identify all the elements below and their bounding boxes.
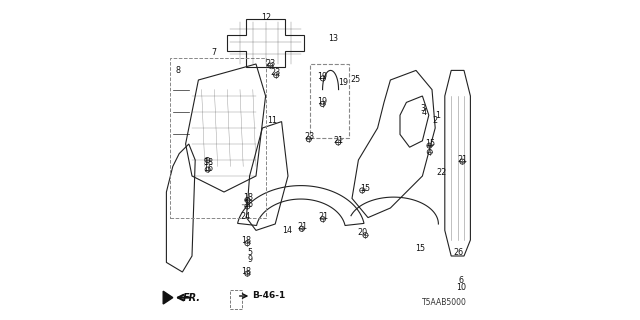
Text: 2: 2 bbox=[432, 116, 437, 124]
Text: 3: 3 bbox=[420, 104, 426, 113]
Text: 11: 11 bbox=[267, 116, 276, 125]
Text: 6: 6 bbox=[459, 276, 464, 285]
Text: 13: 13 bbox=[328, 34, 339, 43]
Text: 16: 16 bbox=[243, 200, 253, 209]
Text: 24: 24 bbox=[240, 212, 250, 221]
Text: 21: 21 bbox=[458, 155, 468, 164]
Text: 1: 1 bbox=[435, 111, 440, 120]
Text: 14: 14 bbox=[282, 226, 292, 235]
Text: 23: 23 bbox=[304, 132, 314, 141]
Text: 22: 22 bbox=[436, 168, 447, 177]
Text: 25: 25 bbox=[350, 75, 360, 84]
Text: 19: 19 bbox=[317, 97, 328, 106]
Text: 18: 18 bbox=[203, 158, 213, 167]
Text: 12: 12 bbox=[261, 13, 271, 22]
Text: 15: 15 bbox=[415, 244, 425, 253]
Text: 18: 18 bbox=[241, 236, 252, 245]
Text: 23: 23 bbox=[265, 59, 275, 68]
Text: 18: 18 bbox=[243, 193, 253, 202]
Text: 8: 8 bbox=[175, 66, 180, 75]
Text: 21: 21 bbox=[318, 212, 328, 221]
Text: 26: 26 bbox=[454, 248, 464, 257]
Text: T5AAB5000: T5AAB5000 bbox=[422, 298, 467, 307]
Text: 5: 5 bbox=[247, 248, 252, 257]
Text: 7: 7 bbox=[212, 48, 217, 57]
Text: 20: 20 bbox=[357, 228, 367, 237]
Text: B-46-1: B-46-1 bbox=[252, 292, 285, 300]
Text: 15: 15 bbox=[425, 139, 435, 148]
Text: 21: 21 bbox=[298, 222, 308, 231]
Text: 18: 18 bbox=[241, 267, 252, 276]
Text: FR.: FR. bbox=[182, 292, 200, 303]
Text: 19: 19 bbox=[339, 78, 349, 87]
Text: 10: 10 bbox=[456, 283, 467, 292]
Polygon shape bbox=[163, 291, 173, 304]
Text: 4: 4 bbox=[421, 108, 426, 117]
Text: 21: 21 bbox=[333, 136, 344, 145]
Text: 16: 16 bbox=[203, 164, 213, 173]
Text: 15: 15 bbox=[360, 184, 371, 193]
Text: 9: 9 bbox=[247, 255, 252, 264]
Text: 23: 23 bbox=[271, 68, 281, 77]
Text: 19: 19 bbox=[317, 72, 328, 81]
